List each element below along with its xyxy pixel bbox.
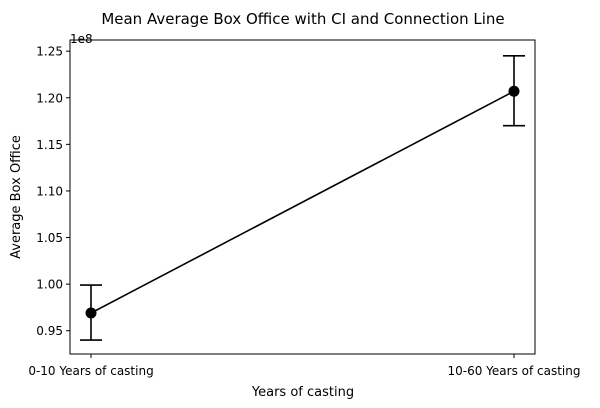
y-tick-label: 1.10 <box>36 184 63 198</box>
connection-line <box>90 90 515 314</box>
y-tick-label: 1.00 <box>36 278 63 292</box>
y-tick-label: 1.15 <box>36 138 63 152</box>
x-axis-label: Years of casting <box>251 385 354 400</box>
chart-title: Mean Average Box Office with CI and Conn… <box>101 10 504 28</box>
x-tick-label: 0-10 Years of casting <box>28 364 153 378</box>
mean-point <box>85 307 97 319</box>
mean-point <box>508 85 520 97</box>
plot-frame <box>69 39 536 355</box>
y-tick-label: 0.95 <box>36 324 63 338</box>
y-offset-label: 1e8 <box>70 32 93 46</box>
data-marks <box>80 55 525 341</box>
y-tick-label: 1.20 <box>36 91 63 105</box>
y-axis: 0.95 1.00 1.05 1.10 1.15 1.20 1.25 <box>36 45 70 338</box>
x-tick-label: 10-60 Years of casting <box>447 364 580 378</box>
x-axis: 0-10 Years of casting 10-60 Years of cast… <box>28 354 581 378</box>
y-axis-label: Average Box Office <box>9 135 24 259</box>
y-tick-label: 1.05 <box>36 231 63 245</box>
y-tick-label: 1.25 <box>36 45 63 59</box>
